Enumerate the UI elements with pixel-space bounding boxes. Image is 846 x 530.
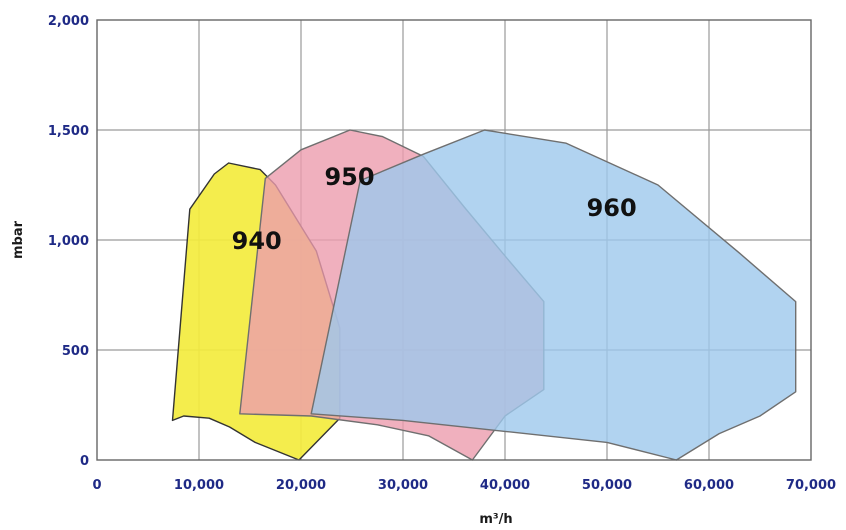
- x-tick-label-7: 70,000: [786, 478, 836, 493]
- region-label-960: 960: [587, 194, 637, 222]
- y-axis-label: mbar: [11, 220, 26, 259]
- y-tick-label-4: 2,000: [48, 14, 89, 29]
- y-tick-label-2: 1,000: [48, 234, 89, 249]
- x-tick-label-1: 10,000: [174, 478, 224, 493]
- plot-border: [96, 19, 812, 461]
- x-tick-label-3: 30,000: [378, 478, 428, 493]
- region-960: [310, 129, 797, 461]
- x-tick-label-4: 40,000: [480, 478, 530, 493]
- plot-frame: [96, 19, 812, 461]
- region-label-950: 950: [324, 163, 374, 191]
- x-axis-label: m³/h: [479, 512, 512, 527]
- region-label-940: 940: [232, 227, 282, 255]
- region-labels: 940 950 960: [232, 163, 637, 255]
- regions: [171, 129, 797, 461]
- x-tick-label-2: 20,000: [276, 478, 326, 493]
- y-tick-label-3: 1,500: [48, 124, 89, 139]
- x-tick-label-5: 50,000: [582, 478, 632, 493]
- y-tick-label-0: 0: [80, 454, 89, 469]
- x-tick-label-6: 60,000: [684, 478, 734, 493]
- x-tick-label-0: 0: [92, 478, 101, 493]
- y-tick-label-1: 500: [62, 344, 89, 359]
- tick-labels: 0 10,000 20,000 30,000 40,000 50,000 60,000 70,…: [48, 14, 836, 493]
